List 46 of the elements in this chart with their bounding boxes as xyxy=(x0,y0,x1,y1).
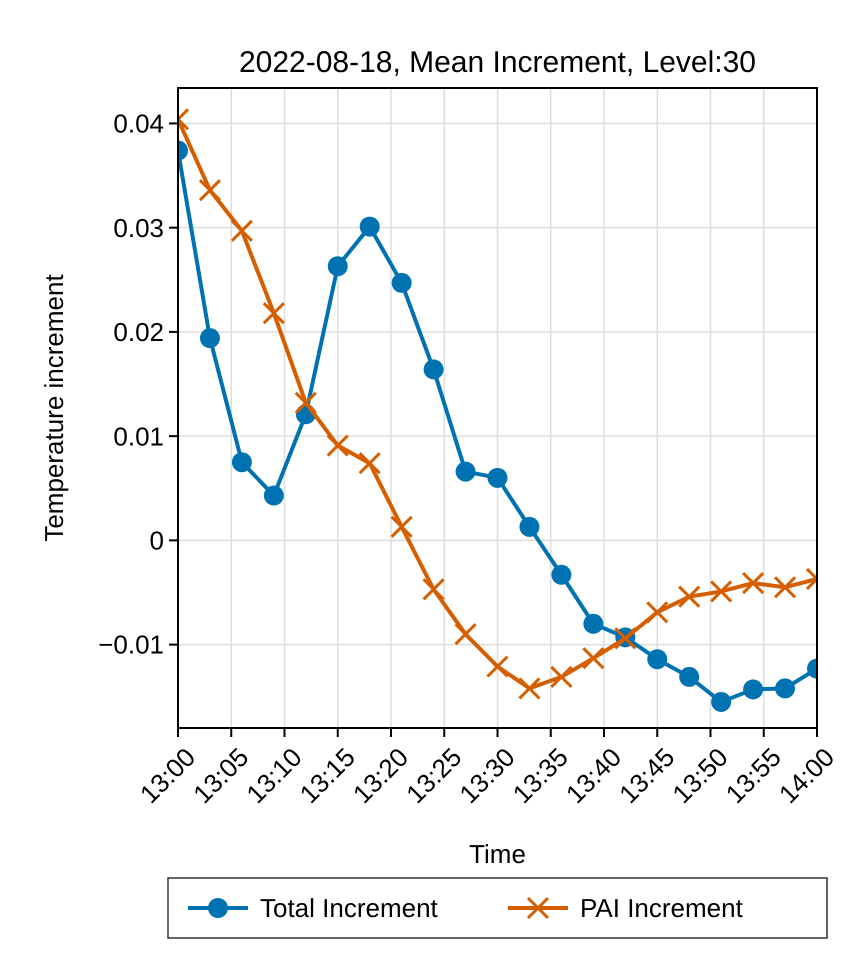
y-axis-title: Temperature increment xyxy=(39,274,69,542)
point xyxy=(551,564,572,585)
point xyxy=(519,516,540,537)
point xyxy=(774,576,797,599)
legend-label: Total Increment xyxy=(260,893,439,924)
point xyxy=(198,178,222,202)
y-tick-label: 0.03 xyxy=(113,212,164,243)
point xyxy=(775,678,796,698)
point xyxy=(456,462,476,482)
point xyxy=(392,272,412,293)
point xyxy=(328,256,348,276)
point xyxy=(679,666,700,687)
y-tick-label: 0.04 xyxy=(113,108,164,139)
point xyxy=(743,679,764,700)
chart-title: 2022-08-18, Mean Increment, Level:30 xyxy=(239,46,756,79)
point xyxy=(646,600,669,624)
point xyxy=(518,676,541,700)
point xyxy=(358,452,382,475)
point xyxy=(262,302,286,325)
point xyxy=(582,646,605,670)
point xyxy=(710,580,733,603)
legend-label: PAI Increment xyxy=(580,893,744,924)
x-axis-title: Time xyxy=(469,839,526,869)
y-tick-label: 0.02 xyxy=(113,317,164,348)
point xyxy=(326,434,350,458)
point xyxy=(678,585,701,608)
point xyxy=(200,328,220,348)
y-tick-label: −0.01 xyxy=(98,630,164,660)
point xyxy=(264,486,284,506)
point xyxy=(742,572,765,595)
point xyxy=(422,578,446,601)
point xyxy=(294,391,318,414)
point xyxy=(360,216,380,237)
point xyxy=(424,359,444,380)
point xyxy=(550,665,573,688)
point xyxy=(454,622,478,646)
point xyxy=(390,515,414,538)
point xyxy=(486,655,509,678)
point xyxy=(488,468,508,488)
point xyxy=(711,692,732,712)
point xyxy=(230,219,254,242)
y-tick-label: 0 xyxy=(150,525,164,556)
point xyxy=(232,452,252,472)
point xyxy=(583,614,604,634)
y-tick-label: 0.01 xyxy=(113,421,164,452)
point xyxy=(647,649,668,670)
